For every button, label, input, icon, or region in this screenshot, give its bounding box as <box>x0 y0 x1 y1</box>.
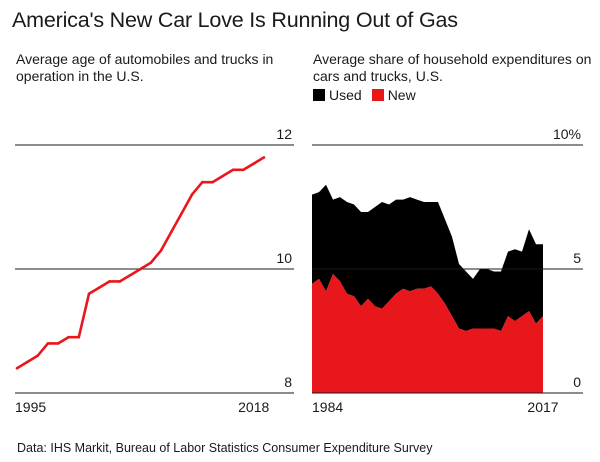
left-data-point <box>201 180 204 184</box>
legend-item-used: Used <box>313 87 362 103</box>
left-ytick-label: 10 <box>276 250 292 266</box>
left-data-point <box>149 261 153 265</box>
left-ytick-label: 12 <box>276 126 292 142</box>
left-data-point <box>56 342 60 345</box>
left-data-point <box>190 193 194 196</box>
left-data-point <box>15 366 19 370</box>
left-data-point <box>26 360 29 364</box>
left-xtick-label: 1995 <box>15 399 46 415</box>
source-footnote: Data: IHS Markit, Bureau of Labor Statis… <box>17 441 433 455</box>
left-data-point <box>98 286 101 289</box>
legend-swatch-used <box>313 89 325 101</box>
left-data-point <box>67 335 70 339</box>
right-chart-subtitle: Average share of household expenditures … <box>313 51 592 84</box>
left-data-point <box>128 273 132 277</box>
left-data-point <box>221 174 225 178</box>
left-data-point <box>118 280 122 283</box>
chart-title: America's New Car Love Is Running Out of… <box>12 8 458 32</box>
legend-item-new: New <box>371 87 416 103</box>
right-ytick-label: 10% <box>553 126 581 142</box>
right-ytick-label: 0 <box>573 374 581 390</box>
legend-label-new: New <box>387 87 416 103</box>
left-data-point <box>108 280 111 283</box>
left-xtick-label: 2018 <box>238 399 269 415</box>
right-xtick-label: 1984 <box>312 399 343 415</box>
right-xtick-label: 2017 <box>527 399 558 415</box>
legend-swatch-new <box>371 89 384 101</box>
right-ytick-label: 5 <box>573 250 581 266</box>
left-data-point <box>180 211 183 215</box>
left-data-point <box>77 335 81 339</box>
left-series-line <box>16 156 265 370</box>
left-ytick-label: 8 <box>284 374 292 390</box>
left-chart-subtitle: Average age of automobiles and trucks in… <box>16 51 274 84</box>
left-data-point <box>262 156 266 159</box>
left-data-point <box>139 267 142 271</box>
left-data-point <box>159 249 163 252</box>
legend-label-used: Used <box>329 87 362 103</box>
legend: Used New <box>313 87 426 103</box>
left-data-point <box>46 342 50 345</box>
left-data-point <box>36 354 39 358</box>
left-data-point <box>87 292 91 296</box>
left-data-point <box>170 230 173 234</box>
right-series-new-area <box>312 274 543 393</box>
left-data-point <box>231 168 235 172</box>
left-data-point <box>242 168 245 172</box>
right-series-used-area <box>312 184 543 331</box>
left-data-point <box>211 180 214 184</box>
left-data-point <box>252 162 255 165</box>
